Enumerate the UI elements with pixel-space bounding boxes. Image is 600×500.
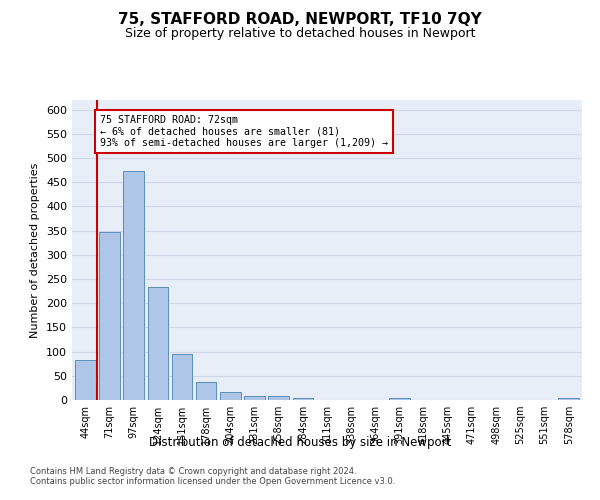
Bar <box>268 396 289 400</box>
Bar <box>196 382 217 400</box>
Bar <box>99 232 120 400</box>
Bar <box>148 287 168 400</box>
Y-axis label: Number of detached properties: Number of detached properties <box>31 162 40 338</box>
Bar <box>389 398 410 400</box>
Text: 75 STAFFORD ROAD: 72sqm
← 6% of detached houses are smaller (81)
93% of semi-det: 75 STAFFORD ROAD: 72sqm ← 6% of detached… <box>100 114 388 148</box>
Text: Distribution of detached houses by size in Newport: Distribution of detached houses by size … <box>149 436 451 449</box>
Text: 75, STAFFORD ROAD, NEWPORT, TF10 7QY: 75, STAFFORD ROAD, NEWPORT, TF10 7QY <box>118 12 482 28</box>
Text: Contains HM Land Registry data © Crown copyright and database right 2024.: Contains HM Land Registry data © Crown c… <box>30 467 356 476</box>
Bar <box>244 396 265 400</box>
Bar <box>124 171 144 400</box>
Bar <box>75 360 95 400</box>
Bar <box>172 354 192 400</box>
Bar <box>220 392 241 400</box>
Bar <box>559 398 579 400</box>
Text: Size of property relative to detached houses in Newport: Size of property relative to detached ho… <box>125 28 475 40</box>
Bar <box>293 398 313 400</box>
Text: Contains public sector information licensed under the Open Government Licence v3: Contains public sector information licen… <box>30 477 395 486</box>
